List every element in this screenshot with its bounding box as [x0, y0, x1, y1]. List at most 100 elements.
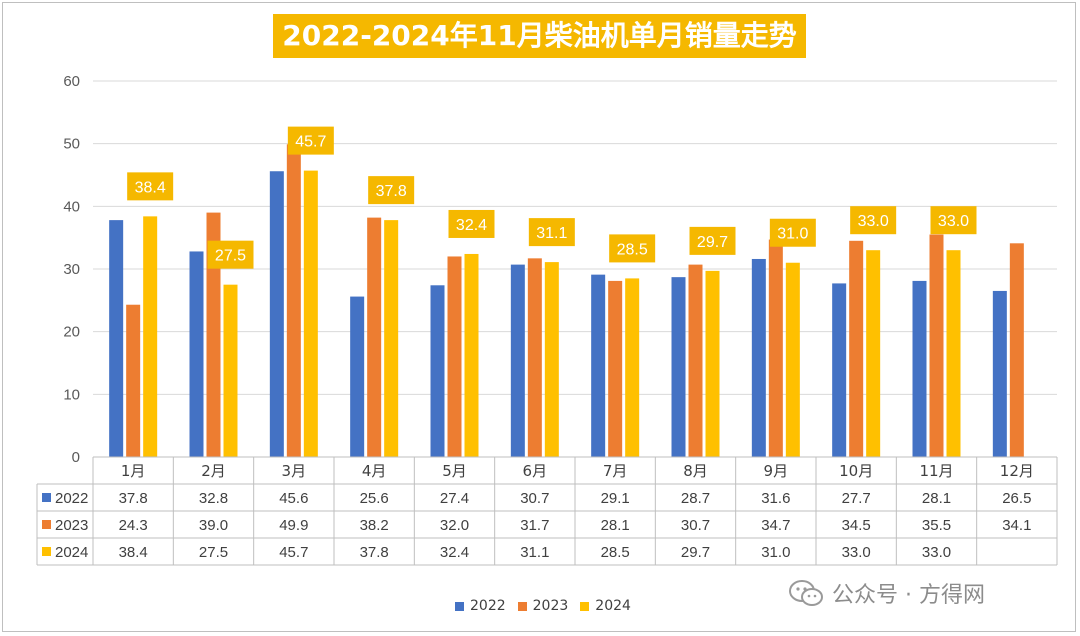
data-label-box [287, 126, 334, 155]
bar-2023-6月 [527, 258, 542, 457]
legend-item-2022: 2022 [455, 598, 506, 614]
bar-2024-8月 [705, 270, 720, 457]
bar-2024-1月 [143, 216, 158, 457]
table-cell-2022-12月: 26.5 [1002, 490, 1031, 507]
bar-2024-10月 [866, 250, 881, 457]
x-tick-label: 2月 [201, 462, 226, 480]
table-cell-2024-8月: 29.7 [681, 544, 710, 561]
bar-2023-12月 [1009, 243, 1024, 457]
bar-2024-11月 [946, 250, 961, 457]
table-cell-2022-9月: 31.6 [761, 490, 790, 507]
wechat-icon [789, 580, 823, 606]
table-cell-2024-9月: 31.0 [761, 544, 790, 561]
x-tick-label: 1月 [121, 462, 146, 480]
bar-2023-11月 [929, 234, 944, 457]
bar-2023-1月 [126, 304, 141, 457]
data-label-2024-2月: 27.5 [215, 248, 246, 265]
bar-2024-3月 [303, 170, 318, 457]
table-cell-2024-5月: 32.4 [440, 544, 469, 561]
legend-item-2023: 2023 [517, 598, 569, 614]
bar-2023-8月 [688, 264, 703, 457]
table-cell-2022-1月: 37.8 [119, 490, 148, 507]
table-cell-2023-2月: 39.0 [199, 517, 228, 534]
y-tick-label: 50 [63, 136, 80, 153]
legend-item-2024: 2024 [580, 598, 631, 614]
legend-swatch-2022 [455, 601, 464, 611]
y-tick-label: 0 [72, 449, 80, 466]
table-cell-2024-2月: 27.5 [199, 544, 228, 561]
watermark: 公众号 · 方得网 [788, 578, 985, 608]
bar-2023-10月 [849, 240, 864, 457]
bar-2022-5月 [430, 285, 445, 457]
table-cell-2023-12月: 34.1 [1002, 517, 1031, 534]
x-tick-label: 10月 [839, 462, 873, 480]
y-tick-label: 30 [63, 261, 80, 278]
data-label-2024-8月: 29.7 [697, 234, 728, 251]
data-label-box [609, 234, 656, 263]
legend-swatch-2023 [517, 601, 527, 611]
bar-2022-8月 [671, 277, 686, 457]
bar-2023-7月 [608, 280, 623, 457]
table-cell-2023-8月: 30.7 [681, 517, 710, 534]
table-cell-2024-7月: 28.5 [601, 544, 630, 561]
legend-label-2022: 2022 [470, 598, 506, 614]
bar-2024-2月 [223, 284, 238, 457]
watermark-text: 公众号 · 方得网 [832, 583, 985, 608]
data-label-box [448, 209, 495, 238]
table-cell-2023-1月: 24.3 [119, 517, 148, 534]
table-cell-2023-9月: 34.7 [761, 517, 790, 534]
bar-2022-6月 [510, 264, 525, 457]
bar-2024-9月 [785, 262, 800, 457]
table-cell-2024-4月: 37.8 [360, 544, 389, 561]
x-tick-label: 6月 [523, 462, 548, 480]
bar-2023-9月 [768, 239, 783, 457]
table-cell-2022-2月: 32.8 [199, 490, 228, 507]
bar-2022-4月 [350, 296, 365, 457]
table-cell-2022-5月: 27.4 [440, 490, 469, 507]
table-cell-2022-4月: 25.6 [360, 490, 389, 507]
bar-2023-4月 [367, 217, 382, 457]
bar-2024-4月 [384, 220, 399, 457]
bar-2022-1月 [109, 220, 124, 457]
bar-2022-10月 [832, 283, 847, 457]
table-cell-2022-6月: 30.7 [520, 490, 549, 507]
chart-legend: 2022 2023 2024 [455, 596, 643, 616]
legend-swatch-2024 [580, 601, 590, 611]
bar-2023-2月 [206, 212, 221, 457]
table-cell-2022-10月: 27.7 [842, 490, 871, 507]
legend-label-2023: 2023 [532, 598, 569, 614]
table-legend-swatch [42, 493, 51, 502]
data-label-box [689, 226, 736, 255]
table-cell-2022-7月: 29.1 [601, 490, 630, 507]
y-tick-label: 60 [63, 73, 80, 90]
data-label-2024-3月: 45.7 [295, 134, 326, 151]
legend-label-2024: 2024 [595, 598, 631, 614]
y-tick-label: 10 [63, 386, 80, 403]
table-legend-swatch [42, 547, 51, 556]
table-cell-2024-10月: 33.0 [842, 544, 871, 561]
table-cell-2024-1月: 38.4 [119, 544, 148, 561]
data-label-box [127, 172, 174, 201]
table-cell-2023-5月: 32.0 [440, 517, 469, 534]
y-tick-label: 40 [63, 198, 80, 215]
chart-title: 2022-2024年11月柴油机单月销量走势 [273, 14, 806, 58]
table-cell-2023-10月: 34.5 [842, 517, 871, 534]
data-label-2024-6月: 31.1 [536, 225, 567, 242]
data-label-box [528, 218, 575, 247]
bar-2022-2月 [189, 251, 204, 457]
x-tick-label: 11月 [919, 462, 953, 480]
x-tick-label: 7月 [603, 462, 628, 480]
table-cell-2024-11月: 33.0 [922, 544, 951, 561]
table-cell-2023-6月: 31.7 [520, 517, 549, 534]
data-label-2024-4月: 37.8 [376, 183, 407, 200]
data-label-box [769, 218, 816, 247]
table-cell-2023-3月: 49.9 [279, 517, 308, 534]
x-tick-label: 4月 [362, 462, 387, 480]
table-series-name: 2023 [55, 517, 88, 534]
bar-2023-5月 [447, 256, 462, 457]
x-tick-label: 9月 [764, 462, 789, 480]
data-label-box [207, 240, 254, 269]
bar-2024-7月 [625, 278, 640, 457]
